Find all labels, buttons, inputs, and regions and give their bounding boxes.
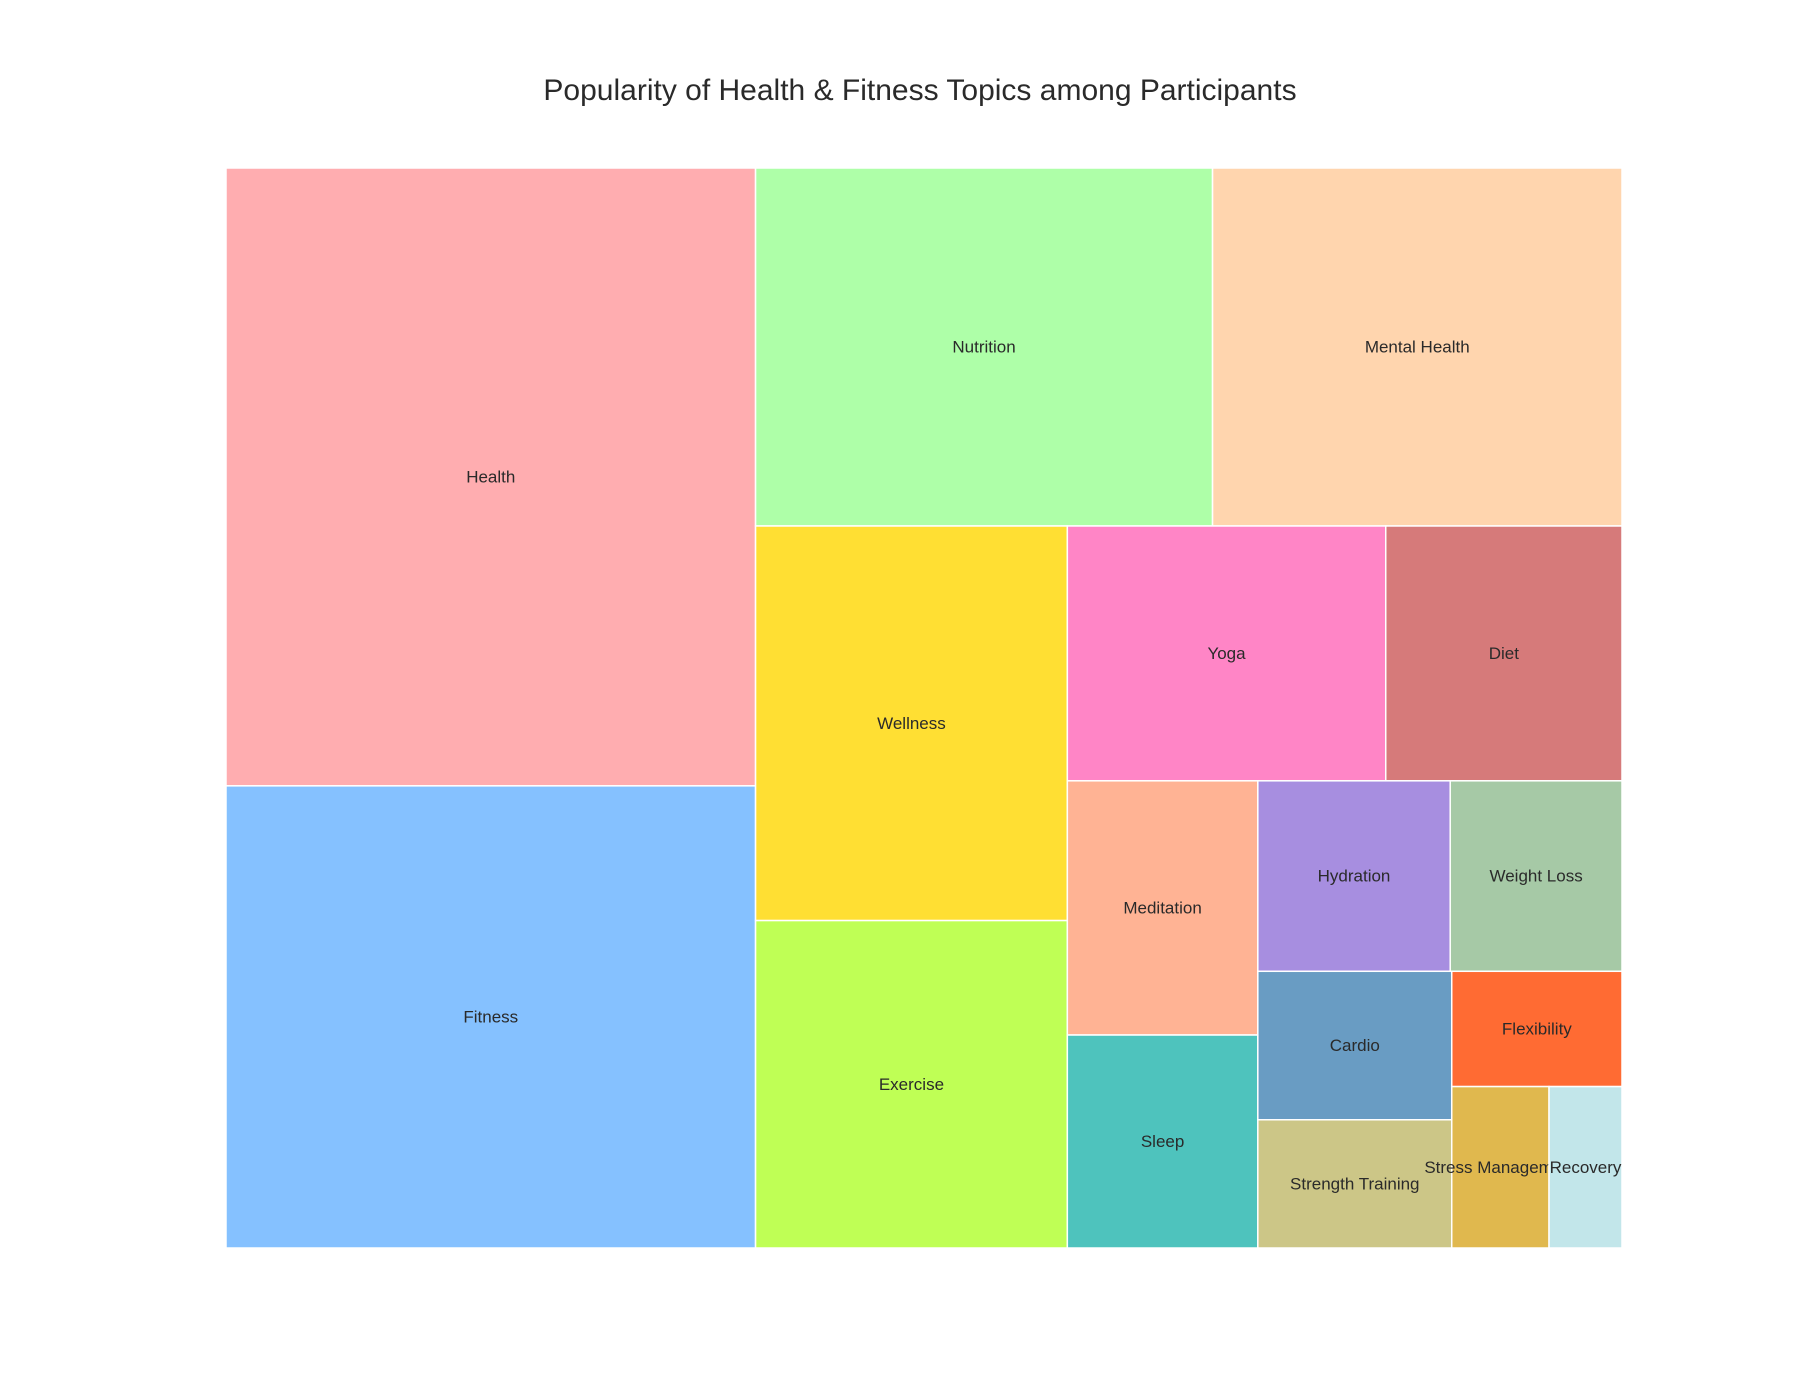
tile-stress-management[interactable]: [1450, 1085, 1550, 1249]
tile-meditation[interactable]: [1066, 780, 1259, 1036]
chart-title: Popularity of Health & Fitness Topics am…: [543, 74, 1297, 107]
tile-label-fitness: Fitness: [463, 1007, 518, 1026]
tile-health[interactable]: [225, 167, 757, 787]
tile-label-wellness: Wellness: [877, 714, 946, 733]
tile-mental-health[interactable]: [1211, 167, 1623, 527]
tile-label-exercise: Exercise: [879, 1075, 944, 1094]
tile-exercise[interactable]: [754, 919, 1069, 1249]
tile-diet[interactable]: [1385, 525, 1623, 782]
tile-label-hydration: Hydration: [1318, 867, 1391, 886]
tile-label-weight-loss: Weight Loss: [1489, 867, 1582, 886]
tile-label-sleep: Sleep: [1141, 1132, 1184, 1151]
tile-label-nutrition: Nutrition: [952, 337, 1015, 356]
tile-label-strength-training: Strength Training: [1290, 1174, 1419, 1193]
tile-sleep[interactable]: [1066, 1034, 1259, 1249]
tile-nutrition[interactable]: [754, 167, 1214, 527]
tile-label-stress-management: Stress Management: [1424, 1158, 1576, 1177]
tile-label-diet: Diet: [1489, 644, 1520, 663]
tile-label-flexibility: Flexibility: [1502, 1019, 1572, 1038]
tile-fitness[interactable]: [225, 785, 757, 1249]
tile-label-yoga: Yoga: [1207, 644, 1246, 663]
tile-label-cardio: Cardio: [1330, 1036, 1380, 1055]
tile-label-meditation: Meditation: [1123, 898, 1201, 917]
tile-weight-loss[interactable]: [1449, 780, 1623, 973]
tile-label-mental-health: Mental Health: [1365, 337, 1470, 356]
tile-strength-training[interactable]: [1257, 1119, 1453, 1249]
tile-flexibility[interactable]: [1450, 970, 1623, 1088]
tile-cardio[interactable]: [1257, 970, 1453, 1121]
tile-recovery[interactable]: [1548, 1085, 1623, 1249]
tile-label-recovery: Recovery: [1550, 1158, 1622, 1177]
tile-yoga[interactable]: [1066, 525, 1387, 782]
tile-label-health: Health: [466, 467, 515, 486]
